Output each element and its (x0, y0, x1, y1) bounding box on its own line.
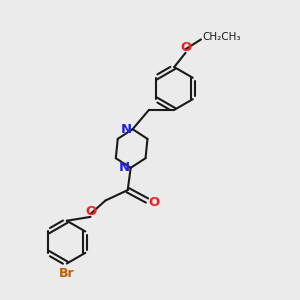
Text: N: N (121, 123, 132, 136)
Text: N: N (118, 161, 130, 174)
Text: O: O (148, 196, 159, 208)
Text: O: O (181, 41, 192, 54)
Text: CH₂CH₃: CH₂CH₃ (202, 32, 241, 42)
Text: Br: Br (59, 266, 75, 280)
Text: O: O (85, 205, 96, 218)
